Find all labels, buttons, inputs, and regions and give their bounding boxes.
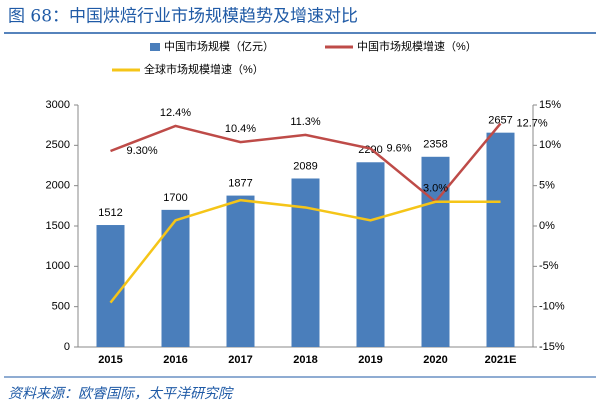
y2-tick-label: -5%: [539, 260, 559, 272]
line-label: 12.7%: [517, 117, 548, 129]
legend-label: 全球市场规模增速（%）: [144, 62, 264, 76]
legend-swatch: [150, 43, 160, 51]
x-tick-label: 2021E: [485, 354, 517, 366]
line-label: 12.4%: [160, 107, 191, 119]
y2-tick-label: 0%: [539, 220, 555, 232]
bar: [486, 132, 515, 347]
bar: [291, 178, 320, 347]
line: [109, 198, 501, 304]
y-tick-label: 0: [64, 341, 70, 353]
legend-label: 中国市场规模增速（%）: [357, 39, 477, 53]
legend-label: 中国市场规模（亿元）: [164, 39, 274, 53]
bar-label: 1877: [228, 177, 252, 189]
bar-label: 1700: [163, 192, 187, 204]
y2-tick-label: -10%: [539, 301, 565, 313]
line-label: 9.6%: [387, 142, 412, 154]
x-tick-label: 2018: [293, 354, 317, 366]
bar-label: 2358: [423, 139, 447, 151]
line-label: 3.0%: [423, 183, 448, 195]
bar-label: 1512: [98, 207, 122, 219]
x-tick-label: 2015: [98, 354, 122, 366]
y2-tick-label: 15%: [539, 99, 561, 111]
line-label: 9.30%: [127, 145, 158, 157]
y-tick-label: 1000: [46, 260, 70, 272]
y-tick-label: 1500: [46, 220, 70, 232]
y-tick-label: 500: [52, 301, 70, 313]
y-tick-label: 3000: [46, 99, 70, 111]
bar-label: 2089: [293, 160, 317, 172]
y2-tick-label: 5%: [539, 180, 555, 192]
y-tick-label: 2000: [46, 180, 70, 192]
y-tick-label: 2500: [46, 139, 70, 151]
bar: [226, 195, 255, 347]
bar: [96, 225, 125, 347]
bar: [161, 209, 190, 347]
line-label: 10.4%: [225, 123, 256, 135]
y2-tick-label: -15%: [539, 341, 565, 353]
x-tick-label: 2019: [358, 354, 382, 366]
bar: [356, 162, 385, 347]
bar: [421, 156, 450, 347]
x-tick-label: 2017: [228, 354, 252, 366]
chart-title: 图 68：中国烘焙行业市场规模趋势及增速对比: [8, 7, 358, 27]
bar-label: 2657: [488, 115, 512, 127]
x-tick-label: 2020: [423, 354, 447, 366]
x-tick-label: 2016: [163, 354, 187, 366]
source: 资料来源：欧睿国际，太平洋研究院: [8, 386, 234, 402]
line-label: 11.3%: [290, 116, 321, 128]
y2-tick-label: 10%: [539, 139, 561, 151]
